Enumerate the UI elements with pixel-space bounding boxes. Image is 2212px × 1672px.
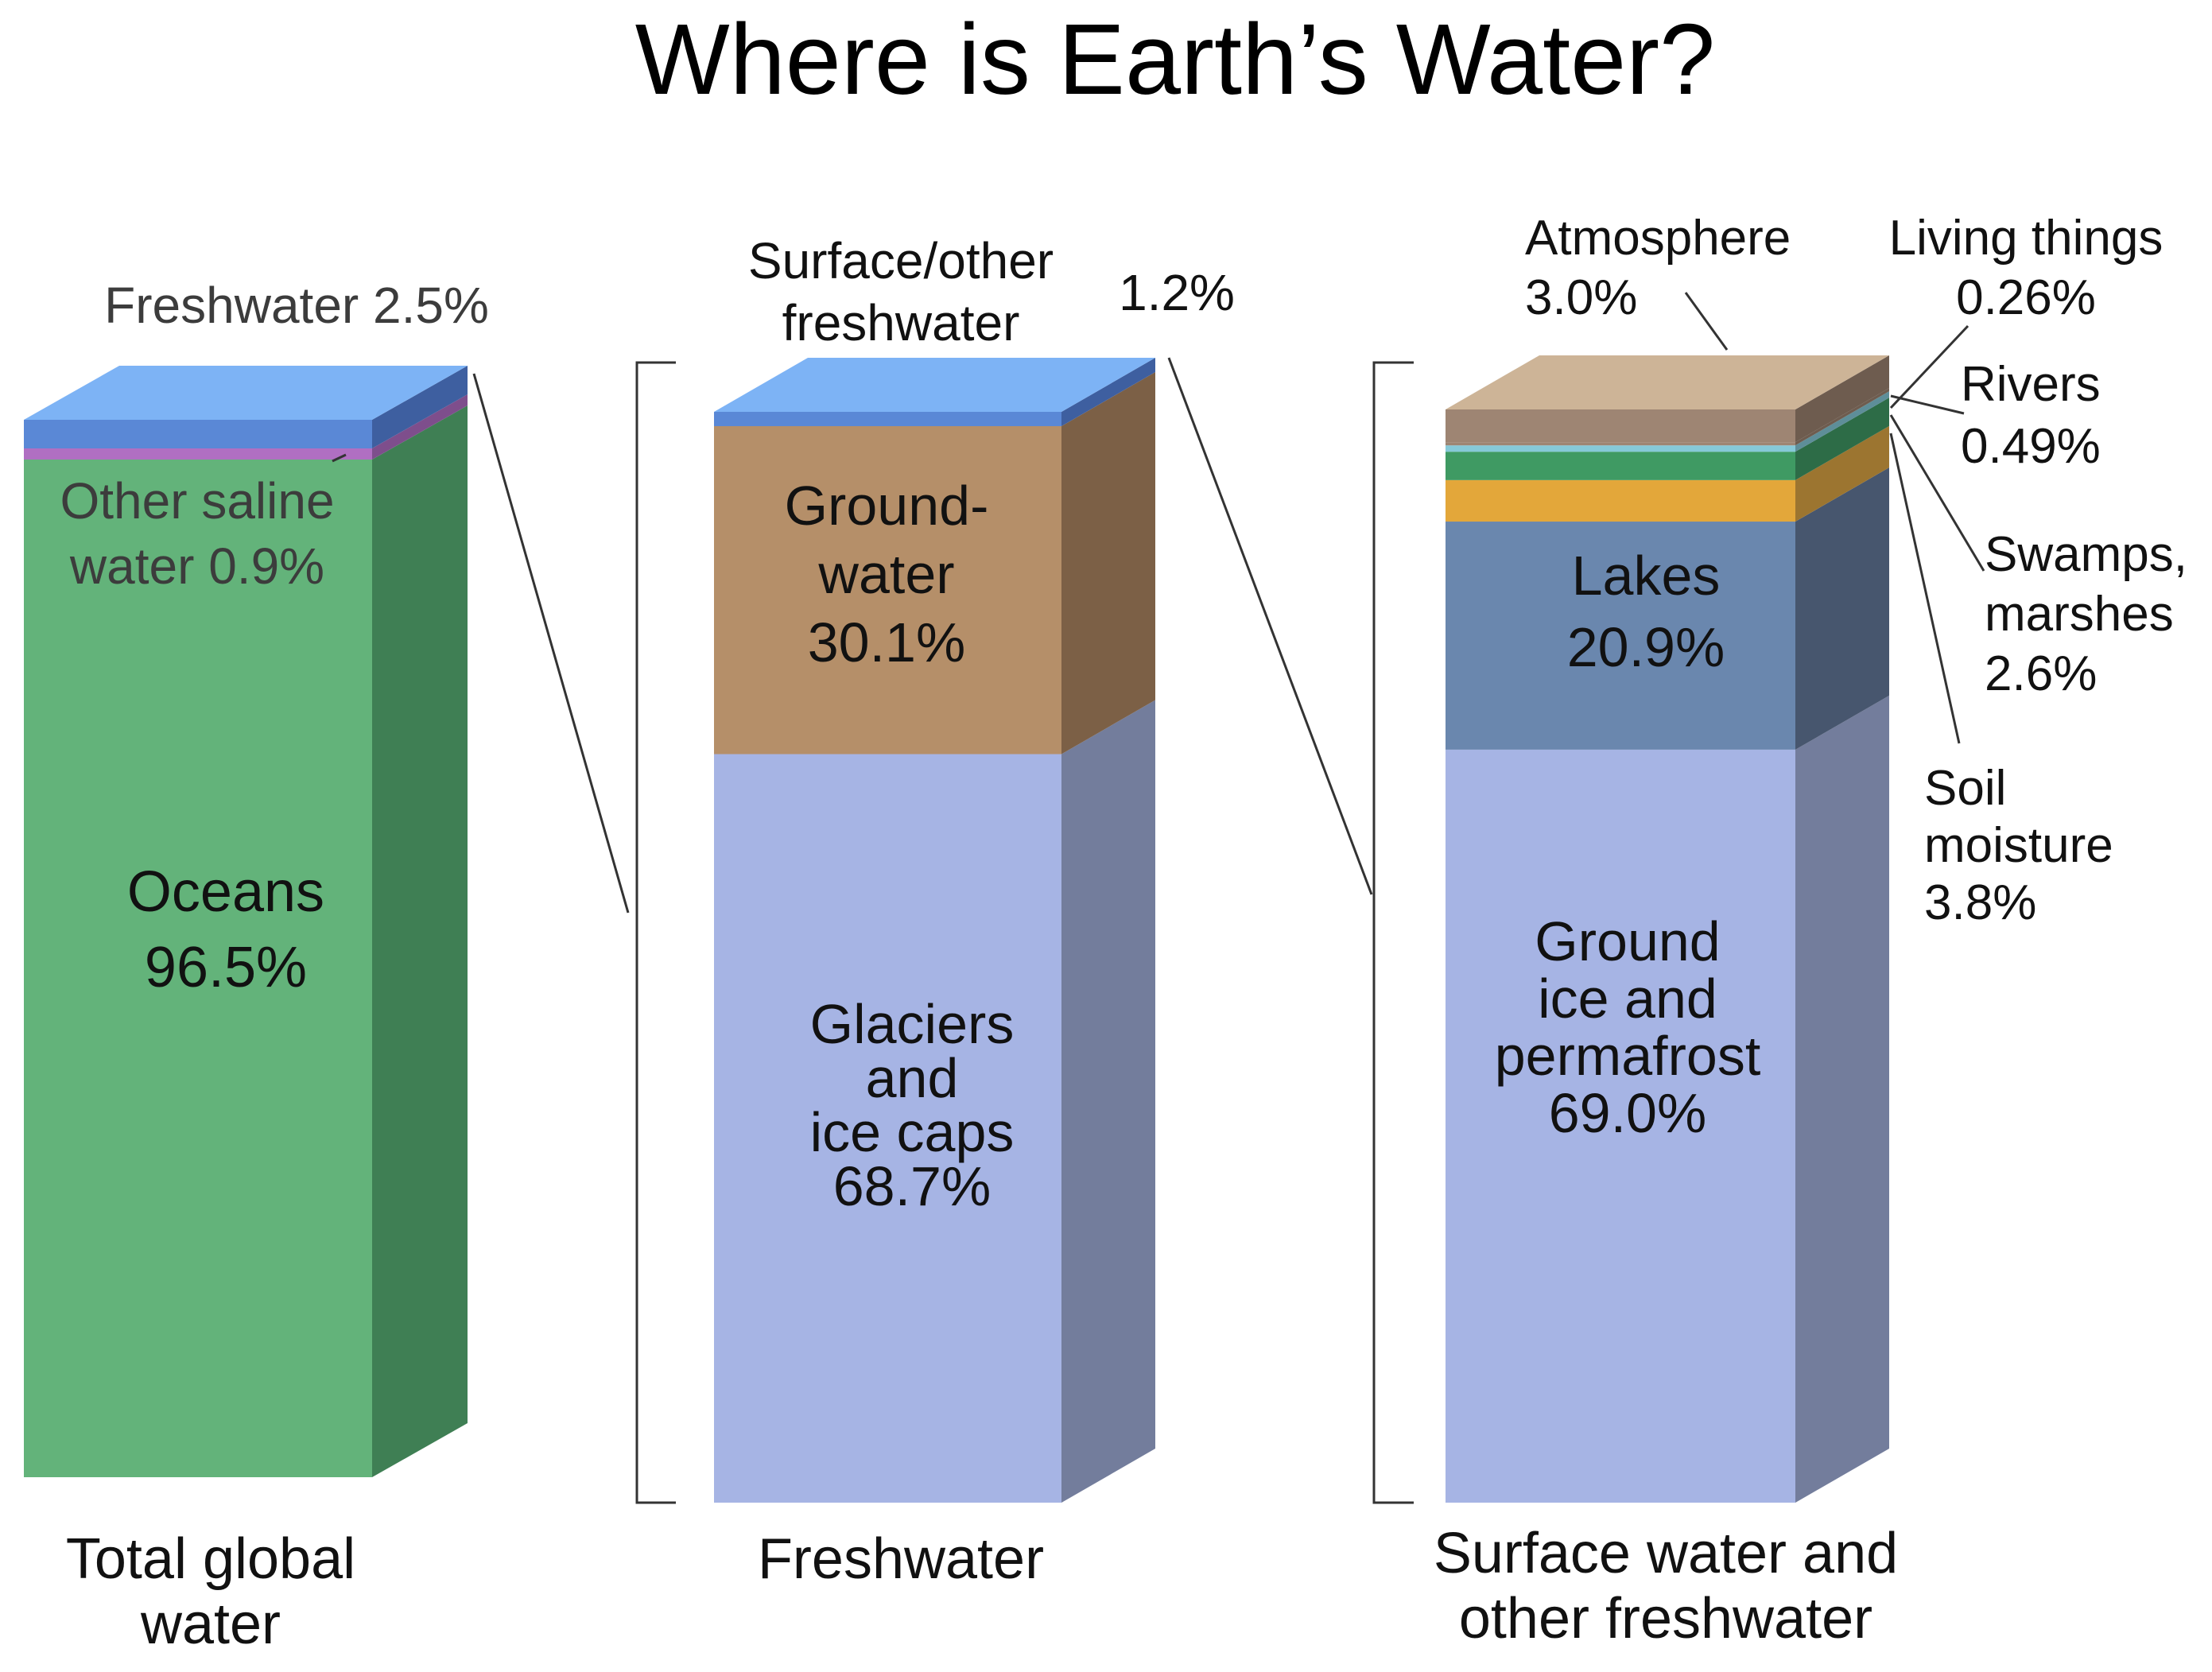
total-global-water-freshwater-side	[372, 366, 468, 448]
freshwater-groundwater-side	[1061, 372, 1155, 755]
total-global-water-oceans-bar	[24, 460, 372, 1477]
surface-water-and-other-freshwater-lakes-bar	[1446, 522, 1795, 750]
surface-water-and-other-freshwater-swamps-marshes-side	[1795, 398, 1889, 480]
label-swamps-marshes: Swamps, marshes 2.6%	[1985, 527, 2187, 701]
freshwater-category-label: Freshwater	[758, 1527, 1044, 1591]
surface-water-and-other-freshwater-lakes-side	[1795, 467, 1889, 750]
total-global-water-other-saline-water-bar	[24, 448, 372, 460]
label-oceans: Oceans 96.5%	[127, 860, 324, 999]
surface-water-and-other-freshwater-soil-moisture-side	[1795, 425, 1889, 522]
surface-water-and-other-freshwater-ground-ice-and-permafrost-side	[1795, 695, 1889, 1503]
leader-atmosphere	[1684, 292, 1729, 351]
freshwater-glaciers-and-ice-caps-bar	[714, 754, 1061, 1503]
labels-layer: Total global water Freshwater Surface water…	[60, 211, 2187, 1656]
zoom-line-2	[1167, 357, 1373, 895]
label-other-saline-water: Other saline water 0.9%	[60, 472, 334, 595]
freshwater-surface-other-freshwater-bar	[714, 412, 1061, 426]
leader-soil-moisture	[1889, 433, 1961, 744]
label-living-things: Living things 0.26%	[1889, 211, 2163, 325]
label-soil-moisture: Soil moisture 3.8%	[1924, 761, 2113, 930]
surface-water-and-other-freshwater-living-things-side	[1795, 388, 1889, 446]
bracket-surface	[1372, 361, 1414, 1504]
connector-lines	[332, 292, 1985, 1504]
freshwater-surface-other-freshwater-side	[1061, 358, 1155, 426]
leader-swamps	[1889, 414, 1985, 572]
total-global-water-oceans-side	[372, 405, 468, 1477]
bars-layer	[24, 355, 1889, 1503]
bracket-freshwater	[635, 361, 676, 1504]
label-surface-other-value: 1.2%	[1119, 264, 1235, 321]
label-surface-other-freshwater: Surface/other freshwater	[748, 232, 1054, 351]
label-glaciers-ice-caps: Glaciers and ice caps 68.7%	[810, 993, 1015, 1217]
surface-water-and-other-freshwater-swamps-marshes-bar	[1446, 452, 1795, 480]
total-global-water-category-label: Total global water	[66, 1527, 355, 1656]
leader-rivers	[1890, 394, 1965, 415]
leader-living-things	[1889, 324, 1969, 409]
zoom-line-1	[472, 373, 630, 914]
label-ground-ice-permafrost: Ground ice and permafrost 69.0%	[1495, 910, 1761, 1144]
surface-water-and-other-freshwater-atmosphere-bar	[1446, 409, 1795, 443]
label-atmosphere: Atmosphere 3.0%	[1525, 211, 1791, 325]
surface-water-and-other-freshwater-living-things-bar	[1446, 442, 1795, 446]
surface-water-and-other-freshwater-rivers-bar	[1446, 445, 1795, 452]
chart-title: Where is Earth’s Water?	[635, 3, 1715, 115]
freshwater-top-face	[714, 358, 1155, 412]
leader-other-saline	[332, 453, 347, 463]
surface-water-and-other-freshwater-soil-moisture-bar	[1446, 479, 1795, 522]
total-global-water-top-face	[24, 366, 468, 420]
total-global-water-freshwater-bar	[24, 420, 372, 448]
surface-water-and-other-freshwater-rivers-side	[1795, 391, 1889, 452]
label-freshwater-share: Freshwater 2.5%	[104, 277, 489, 334]
surface-water-and-other-freshwater-category-label: Surface water and other freshwater	[1434, 1522, 1898, 1651]
label-rivers: Rivers 0.49%	[1961, 357, 2101, 474]
surface-water-and-other-freshwater-top-face	[1446, 355, 1889, 409]
freshwater-glaciers-and-ice-caps-side	[1061, 700, 1155, 1503]
surface-water-and-other-freshwater-atmosphere-side	[1795, 355, 1889, 443]
label-groundwater: Ground-water 30.1%	[785, 475, 989, 673]
freshwater-groundwater-bar	[714, 426, 1061, 755]
surface-water-and-other-freshwater-ground-ice-and-permafrost-bar	[1446, 749, 1795, 1503]
label-lakes: Lakes 20.9%	[1567, 545, 1725, 678]
total-global-water-other-saline-water-side	[372, 394, 468, 460]
